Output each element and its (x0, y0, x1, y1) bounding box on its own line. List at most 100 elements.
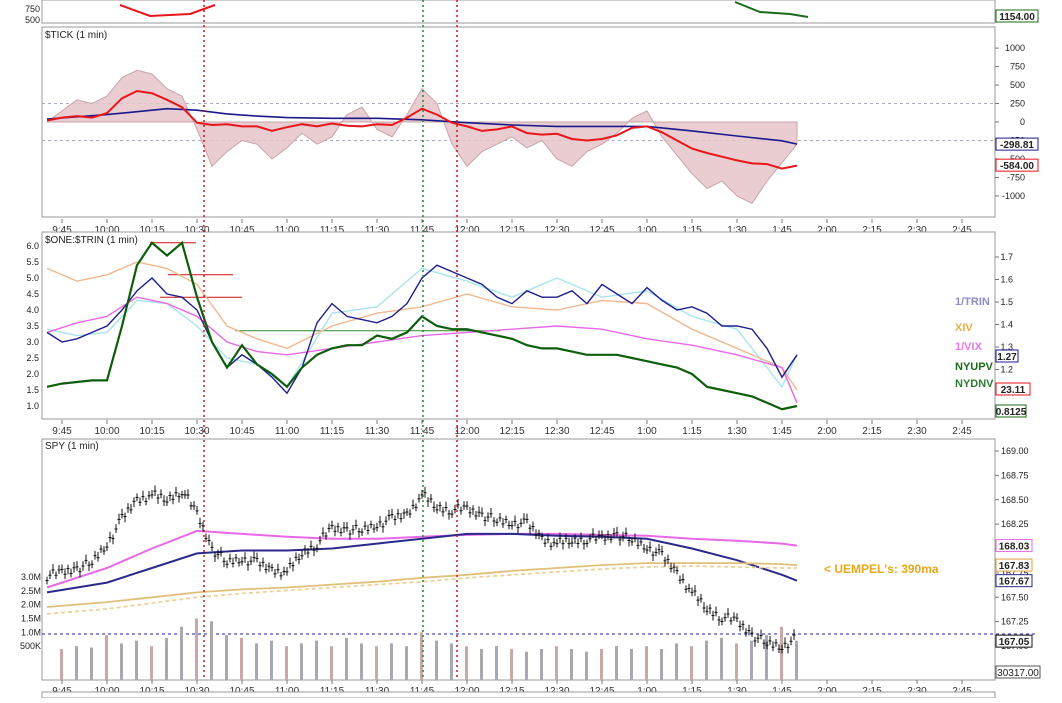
tick-xtick-label: 11:30 (365, 225, 390, 236)
spy-volume-bar (405, 646, 408, 680)
bottom-remnant-panel (41, 691, 996, 699)
trin-right-ytick-label: 1.6 (1000, 275, 1013, 285)
spy-volume-bar (330, 646, 333, 680)
trin-xtick-label: 1:30 (727, 426, 747, 437)
trin-xtick-label: 1:00 (637, 426, 657, 437)
trin-xtick-label: 11:30 (365, 426, 390, 437)
trin-panel (41, 231, 996, 420)
trin-left-ytick-label: 3.5 (26, 321, 39, 331)
spy-volume-bar (510, 648, 513, 680)
spy-value-box (995, 574, 1033, 588)
spy-volume-bar (465, 646, 468, 680)
trin-value-label: 1.27 (997, 352, 1017, 363)
trin-series-line-1-trin (46, 264, 798, 395)
tick-xtick-label: 11:45 (410, 225, 435, 236)
trin-xtick-label: 11:00 (275, 426, 300, 437)
tick-value-box-red (995, 158, 1039, 172)
spy-volume-tick-label: 2.0M (21, 600, 41, 610)
top-value-box (995, 9, 1039, 23)
spy-volume-bar (690, 646, 693, 680)
spy-volume-bar (795, 640, 798, 680)
spy-volume-bar (90, 647, 93, 680)
trin-series-line-nyupv (46, 240, 798, 411)
spy-volume-value-box (995, 665, 1041, 679)
trin-left-ytick-label: 1.0 (26, 401, 39, 411)
trin-left-ytick-label: 4.0 (26, 305, 39, 315)
tick-xtick-label: 2:00 (817, 225, 837, 236)
spy-volume-bar (675, 643, 678, 680)
spy-volume-bar (60, 648, 63, 680)
tick-xtick-label: 10:30 (184, 225, 209, 236)
tick-xtick-label: 1:30 (727, 225, 747, 236)
spy-volume-bar (720, 637, 723, 680)
spy-volume-value-label: 30317.00 (997, 668, 1039, 679)
tick-xtick-label: 12:45 (589, 225, 614, 236)
spy-value-label: 168.03 (999, 542, 1030, 553)
spy-volume-tick-label: 1.5M (21, 614, 41, 624)
spy-volume-bar (120, 643, 123, 680)
trin-legend-item: 1/VIX (955, 341, 983, 353)
spy-volume-bar (180, 626, 183, 680)
spy-volume-bar (765, 635, 768, 680)
spy-volume-bar (660, 648, 663, 680)
spy-volume-bar (135, 640, 138, 680)
tick-ytick-label: 250 (1010, 99, 1025, 109)
tick-xtick-label: 10:45 (229, 225, 254, 236)
tick-xtick-label: 12:00 (454, 225, 479, 236)
top-remnant-tick: 500 (25, 15, 40, 25)
spy-volume-tick-label: 1.0M (21, 627, 41, 637)
trin-xtick-label: 12:15 (499, 426, 524, 437)
spy-annotation: < UEMPEL's: 390ma (824, 562, 939, 576)
trin-legend-item: XIV (955, 322, 973, 334)
trin-right-ytick-label: 1.7 (1000, 252, 1013, 262)
tick-xtick-label: 1:00 (637, 225, 657, 236)
tick-ytick-label: -1000 (1002, 191, 1025, 201)
top-remnant-green-line (734, 1, 809, 18)
spy-volume-bar (420, 632, 423, 680)
spy-volume-bar (615, 646, 618, 680)
spy-value-label: 167.83 (999, 561, 1030, 572)
trin-left-ytick-label: 3.0 (26, 337, 39, 347)
trin-left-ytick-label: 1.5 (26, 385, 39, 395)
trin-right-ytick-label: 1.2 (1000, 365, 1013, 375)
spy-moving-average-line (46, 532, 798, 594)
spy-volume-bar (375, 646, 378, 680)
spy-volume-bar (150, 646, 153, 680)
trin-series-line-xiv (46, 261, 798, 391)
trin-left-ytick-label: 6.0 (26, 241, 39, 251)
spy-ytick-label: 167.75 (1001, 568, 1029, 578)
spy-moving-average-line (46, 565, 797, 615)
spy-volume-bar (345, 637, 348, 680)
trin-right-ytick-label: 1.4 (1000, 320, 1013, 330)
spy-panel-title: SPY (1 min) (45, 441, 99, 452)
trin-xtick-label: 10:15 (139, 426, 164, 437)
trin-value-label: 0.8125 (996, 407, 1027, 418)
spy-value-label: 167.05 (999, 637, 1030, 648)
tick-ma-red-line (46, 89, 798, 170)
top-remnant-panel (41, 0, 996, 24)
spy-volume-bar (210, 621, 213, 680)
spy-value-box (995, 558, 1033, 572)
trin-xtick-label: 12:45 (589, 426, 614, 437)
trin-right-ytick-label: 1.5 (1000, 297, 1013, 307)
trin-value-box (995, 349, 1019, 363)
tick-value-label-blue: -298.81 (1000, 140, 1034, 151)
spy-volume-bar (555, 646, 558, 680)
tick-xtick-label: 1:45 (772, 225, 792, 236)
trin-xtick-label: 10:30 (184, 426, 209, 437)
trin-xtick-label: 1:45 (772, 426, 792, 437)
trin-value-box (995, 382, 1031, 396)
tick-xtick-label: 12:30 (544, 225, 569, 236)
spy-volume-bar (735, 643, 738, 680)
spy-volume-bar (300, 643, 303, 680)
tick-ytick-label: 1000 (1005, 43, 1025, 53)
trin-xtick-label: 11:15 (320, 426, 345, 437)
spy-volume-bar (705, 640, 708, 680)
spy-volume-bar (495, 646, 498, 680)
spy-volume-bar (105, 635, 108, 680)
spy-panel (41, 438, 996, 681)
tick-xtick-label: 2:15 (862, 225, 882, 236)
spy-ytick-label: 169.00 (1001, 446, 1029, 456)
